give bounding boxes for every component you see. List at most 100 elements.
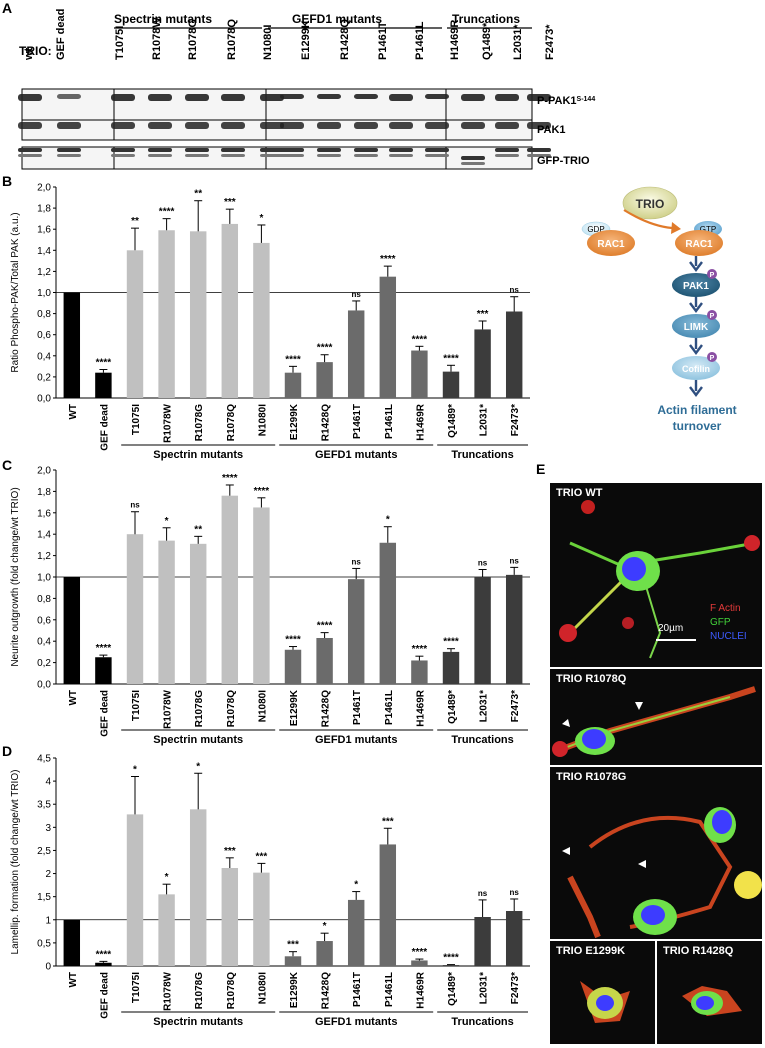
y-tick-label: 2	[45, 869, 51, 880]
y-tick-label: 0	[45, 962, 51, 973]
x-tick-label: T1075I	[131, 690, 142, 721]
pathway-pak1-label: PAK1	[683, 281, 709, 292]
blot-band	[527, 154, 551, 157]
x-tick-label: GEF dead	[99, 404, 110, 451]
bar	[126, 814, 144, 966]
x-tick-label: H1469R	[415, 403, 426, 440]
svg-text:P: P	[710, 313, 715, 320]
pathway-arrowhead	[689, 344, 703, 355]
y-tick-label: 4,5	[37, 754, 51, 765]
blot-band	[389, 122, 413, 129]
bar	[221, 223, 239, 398]
blot-lane-label: N1080I	[262, 25, 274, 60]
blot-group-truncations: Truncations	[452, 12, 520, 26]
x-tick-label: R1078Q	[226, 690, 237, 727]
blot-band	[57, 154, 81, 157]
significance-label: ****	[159, 207, 175, 218]
significance-label: ***	[382, 816, 394, 827]
bar	[284, 956, 302, 966]
y-tick-label: 1,6	[37, 225, 51, 236]
blot-band	[425, 148, 449, 152]
blot-band	[495, 94, 519, 101]
pathway-outcome-line1: Actin filament	[657, 403, 736, 417]
micrograph-title-r1428q: TRIO R1428Q	[663, 945, 734, 957]
panel-letter-e: E	[536, 461, 545, 477]
svg-text:P: P	[710, 272, 715, 279]
blot-band	[495, 122, 519, 129]
panel-letter-d: D	[2, 743, 12, 759]
blot-band	[354, 154, 378, 157]
bar	[253, 872, 270, 966]
x-tick-label: F2473*	[510, 972, 521, 1004]
y-tick-label: 4	[45, 777, 51, 788]
y-axis-label: Ratio Phospho-PAK/Total PAK (a.u.)	[10, 212, 21, 372]
group-label-spectrin: Spectrin mutants	[153, 734, 243, 746]
blot-band	[280, 122, 304, 129]
x-tick-label: F2473*	[510, 404, 521, 436]
y-tick-label: 0,0	[37, 680, 51, 691]
blot-box	[21, 88, 115, 121]
x-tick-label: P1461L	[384, 404, 395, 439]
blot-band	[18, 148, 42, 152]
significance-label: ****	[285, 635, 301, 646]
pathway-rac1-inactive-node	[587, 230, 635, 256]
x-tick-label: P1461T	[352, 690, 363, 725]
micrograph-title-wt: TRIO WT	[556, 487, 603, 499]
group-label-gefd1: GEFD1 mutants	[315, 734, 398, 746]
y-tick-label: 0,8	[37, 594, 51, 605]
significance-label: ***	[256, 851, 268, 862]
bar	[158, 894, 175, 966]
significance-label: ***	[477, 309, 489, 320]
x-tick-label: Q1489*	[447, 690, 458, 724]
x-tick-label: R1078W	[163, 971, 174, 1010]
bar	[253, 242, 270, 398]
bar	[158, 230, 175, 398]
x-tick-label: GEF dead	[99, 690, 110, 737]
panel-letter-c: C	[2, 457, 12, 473]
pathway-limk-node	[672, 314, 720, 338]
pathway-activation-arrow	[623, 209, 673, 230]
x-tick-label: E1299K	[289, 971, 300, 1008]
y-tick-label: 1,2	[37, 267, 51, 278]
pathway-pak1-node	[672, 273, 720, 297]
pathway-cofilin-label: Cofilin	[682, 364, 710, 374]
significance-label: ***	[224, 846, 236, 857]
bar	[474, 917, 491, 966]
bar	[284, 649, 302, 684]
blot-lane-label: T1075I	[114, 26, 126, 60]
x-tick-label: P1461T	[352, 404, 363, 439]
blot-band	[185, 94, 209, 101]
bar	[474, 329, 491, 398]
bar	[316, 637, 333, 684]
x-tick-label: P1461T	[352, 972, 363, 1007]
x-tick-label: T1075I	[131, 972, 142, 1003]
bar	[442, 965, 460, 966]
significance-label: ****	[317, 343, 333, 354]
blot-band	[317, 122, 341, 129]
bar	[347, 579, 365, 684]
blot-band	[185, 154, 209, 157]
significance-label: ns	[510, 888, 520, 897]
significance-label: ****	[443, 353, 459, 364]
bar	[411, 660, 428, 684]
blot-band	[461, 156, 485, 160]
blot-band	[18, 94, 42, 101]
x-tick-label: Q1489*	[447, 972, 458, 1006]
y-tick-label: 0,6	[37, 615, 51, 626]
x-tick-label: R1078G	[194, 972, 205, 1009]
significance-label: ns	[352, 290, 362, 299]
y-tick-label: 1,0	[37, 288, 51, 299]
x-tick-label: P1461L	[384, 972, 395, 1007]
significance-label: *	[354, 880, 358, 891]
blot-band	[185, 122, 209, 129]
y-tick-label: 0,8	[37, 309, 51, 320]
bar	[253, 507, 270, 684]
significance-label: ****	[412, 334, 428, 345]
significance-label: ****	[380, 254, 396, 265]
scale-bar	[656, 639, 696, 641]
significance-label: ****	[254, 486, 270, 497]
x-tick-label: E1299K	[289, 689, 300, 726]
bar	[63, 292, 81, 398]
pathway-arrowhead	[689, 261, 703, 272]
